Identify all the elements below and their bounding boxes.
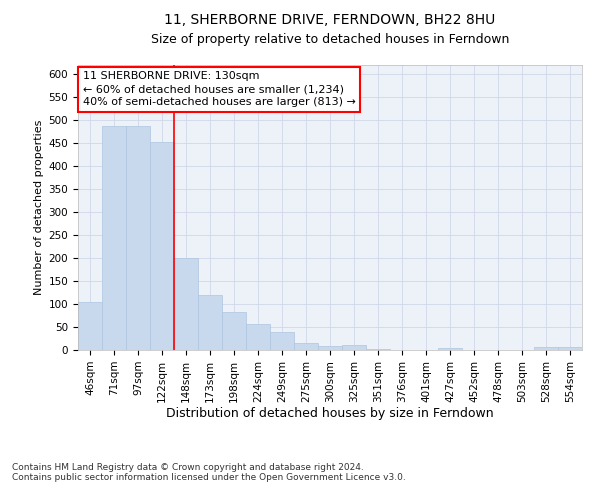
Text: 11 SHERBORNE DRIVE: 130sqm
← 60% of detached houses are smaller (1,234)
40% of s: 11 SHERBORNE DRIVE: 130sqm ← 60% of deta… [83,71,356,108]
Bar [294,343,318,350]
Bar [342,346,366,350]
Bar [150,142,174,350]
Bar [126,126,150,350]
Bar [198,295,222,350]
Y-axis label: Number of detached properties: Number of detached properties [34,120,44,295]
Bar [246,324,270,350]
Bar [558,347,582,350]
Bar [78,302,102,350]
Text: Distribution of detached houses by size in Ferndown: Distribution of detached houses by size … [166,408,494,420]
Bar [102,126,126,350]
Bar [366,348,390,350]
Text: 11, SHERBORNE DRIVE, FERNDOWN, BH22 8HU: 11, SHERBORNE DRIVE, FERNDOWN, BH22 8HU [164,12,496,26]
Bar [534,347,558,350]
Bar [174,258,198,350]
Bar [318,346,342,350]
Text: Contains HM Land Registry data © Crown copyright and database right 2024.
Contai: Contains HM Land Registry data © Crown c… [12,462,406,482]
Text: Size of property relative to detached houses in Ferndown: Size of property relative to detached ho… [151,32,509,46]
Bar [438,348,462,350]
Bar [270,332,294,350]
Bar [222,312,246,350]
